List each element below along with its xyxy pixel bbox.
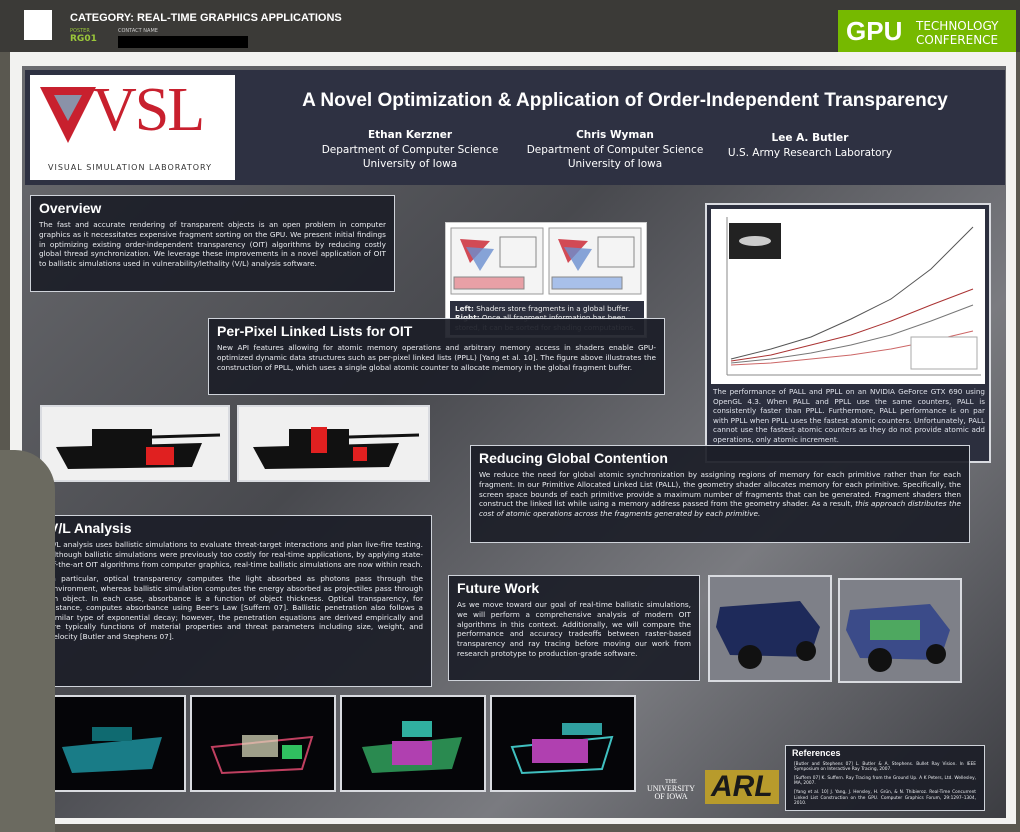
- section-heading: Reducing Global Contention: [479, 450, 668, 466]
- author: Lee A. Butler U.S. Army Research Laborato…: [715, 131, 905, 160]
- univ-of: OF IOWA: [654, 792, 688, 801]
- render-image: [190, 695, 336, 792]
- author-org: U.S. Army Research Laboratory: [727, 146, 893, 159]
- render-image: [490, 695, 636, 792]
- vehicle-drawing: [716, 601, 820, 669]
- tank-drawing: [56, 429, 221, 469]
- author-name: Ethan Kerzner: [367, 129, 453, 141]
- reference-item: [Butler and Stephens 07] L. Butler & A. …: [794, 761, 976, 773]
- poster-label: POSTER: [70, 28, 90, 34]
- caption-text: Shaders store fragments in a global buff…: [476, 304, 631, 313]
- reference-item: [Yang et al. 10] J. Yang, J. Hensley, H.…: [794, 790, 976, 807]
- conference-banner: GPU TECHNOLOGY CONFERENCE: [838, 10, 1016, 54]
- vehicle-image: [708, 575, 832, 682]
- author: Chris Wyman Department of Computer Scienc…: [515, 128, 715, 172]
- category: CATEGORY: REAL-TIME GRAPHICS APPLICATION…: [70, 12, 342, 24]
- author-dept: Department of Computer Science: [526, 143, 704, 156]
- section-text: We reduce the need for global atomic syn…: [479, 470, 961, 518]
- author-dept: Department of Computer Science: [321, 143, 499, 156]
- reference-item: [Suffern 07] K. Suffern. Ray Tracing fro…: [794, 775, 976, 787]
- caption-label: Left:: [455, 304, 474, 313]
- contact-label: CONTACT NAME: [118, 28, 158, 34]
- univ-the: THE: [665, 779, 677, 785]
- section-heading: Overview: [39, 200, 102, 216]
- render-drawing: [62, 727, 162, 773]
- caption-label: Right:: [455, 313, 480, 322]
- technology: TECHNOLOGY: [916, 19, 999, 33]
- references-section: References [Butler and Stephens 07] L. B…: [785, 745, 985, 811]
- body-text: We reduce the need for global atomic syn…: [479, 470, 961, 509]
- tank-image: [40, 405, 230, 482]
- author-org: University of Iowa: [362, 158, 458, 171]
- logo-triangle: [40, 87, 96, 143]
- tank-drawing: [253, 427, 420, 469]
- author-org: University of Iowa: [567, 158, 663, 171]
- performance-chart-image: [711, 209, 985, 384]
- logo-mark: VSL: [92, 76, 205, 144]
- author: Ethan Kerzner Department of Computer Scie…: [310, 128, 510, 172]
- logo-box: VSL VISUAL SIMULATION LABORATORY: [30, 75, 235, 180]
- qr-code: [24, 10, 52, 40]
- render-image: [40, 695, 186, 792]
- gpu: GPU: [846, 16, 903, 46]
- redaction: [118, 36, 248, 48]
- vl-section: V/L Analysis V/L analysis uses ballistic…: [40, 515, 432, 687]
- render-drawing: [362, 721, 462, 773]
- reducing-section: Reducing Global Contention We reduce the…: [470, 445, 970, 543]
- section-heading: V/L Analysis: [49, 520, 132, 536]
- logo-caption: VISUAL SIMULATION LABORATORY: [48, 163, 212, 172]
- render-drawing: [510, 723, 614, 775]
- figure-diagram: [450, 227, 642, 295]
- section-text: V/L analysis uses ballistic simulations …: [49, 540, 423, 569]
- arl-logo: ARL: [705, 770, 779, 804]
- emphasis-text: this approach distributes the cost of at…: [479, 499, 961, 518]
- poster-id: RG01: [70, 34, 97, 44]
- overview-section: Overview The fast and accurate rendering…: [30, 195, 395, 292]
- vehicle-image: [838, 578, 962, 683]
- future-section: Future Work As we move toward our goal o…: [448, 575, 700, 681]
- section-heading: References: [792, 748, 841, 758]
- chart-panel: The performance of PALL and PPLL on an N…: [705, 203, 991, 463]
- poster-title: A Novel Optimization & Application of Or…: [302, 90, 948, 111]
- conference: CONFERENCE: [916, 33, 999, 47]
- section-heading: Future Work: [457, 580, 540, 596]
- render-drawing: [210, 735, 314, 775]
- author-name: Lee A. Butler: [771, 132, 849, 144]
- section-heading: Per-Pixel Linked Lists for OIT: [217, 323, 413, 339]
- section-text: In particular, optical transparency comp…: [49, 574, 423, 642]
- chart-caption: The performance of PALL and PPLL on an N…: [713, 387, 985, 444]
- section-text: The fast and accurate rendering of trans…: [39, 220, 386, 268]
- tank-image: [237, 405, 430, 482]
- person-silhouette: [0, 450, 55, 832]
- ppll-section: Per-Pixel Linked Lists for OIT New API f…: [208, 318, 665, 395]
- vehicle-drawing: [846, 604, 950, 672]
- section-text: As we move toward our goal of real-time …: [457, 600, 691, 658]
- section-text: New API features allowing for atomic mem…: [217, 343, 656, 372]
- render-image: [340, 695, 486, 792]
- univ-name: UNIVERSITY: [647, 784, 695, 793]
- university-logo: THE UNIVERSITY OF IOWA: [640, 765, 702, 809]
- author-name: Chris Wyman: [576, 129, 654, 141]
